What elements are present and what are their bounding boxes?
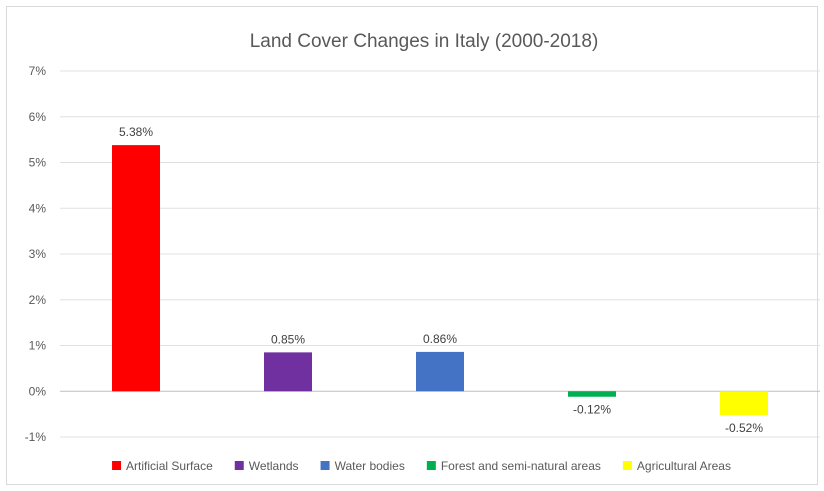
legend-label: Forest and semi-natural areas	[441, 459, 601, 473]
data-label: 5.38%	[119, 125, 153, 139]
y-tick-label: 4%	[29, 201, 47, 215]
y-tick-label: 3%	[29, 247, 47, 261]
bar	[568, 391, 616, 397]
y-tick-label: 7%	[29, 64, 47, 78]
legend-label: Water bodies	[335, 459, 405, 473]
legend-swatch	[622, 461, 632, 470]
bar	[112, 145, 160, 392]
bar	[264, 352, 312, 392]
data-labels: 5.38% 0.85% 0.86% -0.12% -0.52%	[119, 125, 763, 435]
data-label: -0.12%	[573, 403, 611, 417]
bar	[416, 351, 464, 392]
legend: Artificial Surface Wetlands Water bodies Fo…	[112, 459, 731, 473]
gridlines	[60, 70, 820, 438]
legend-label: Wetlands	[249, 459, 299, 473]
bars	[112, 145, 768, 416]
legend-label: Agricultural Areas	[637, 459, 731, 473]
y-tick-label: 2%	[29, 293, 47, 307]
bar	[720, 391, 768, 416]
data-label: -0.52%	[725, 421, 763, 435]
legend-swatch	[320, 461, 330, 470]
y-tick-label: 1%	[29, 339, 47, 353]
chart-title: Land Cover Changes in Italy (2000-2018)	[250, 31, 599, 52]
legend-label: Artificial Surface	[126, 459, 213, 473]
y-axis-ticks: -1% 0% 1% 2% 3% 4% 5% 6% 7%	[25, 64, 47, 444]
legend-swatch	[112, 461, 122, 470]
y-tick-label: 6%	[29, 110, 47, 124]
data-label: 0.86%	[423, 332, 457, 346]
legend-swatch	[426, 461, 436, 470]
y-tick-label: 5%	[29, 156, 47, 170]
y-tick-label: -1%	[25, 430, 47, 444]
legend-swatch	[234, 461, 244, 470]
y-tick-label: 0%	[29, 384, 47, 398]
data-label: 0.85%	[271, 332, 305, 346]
